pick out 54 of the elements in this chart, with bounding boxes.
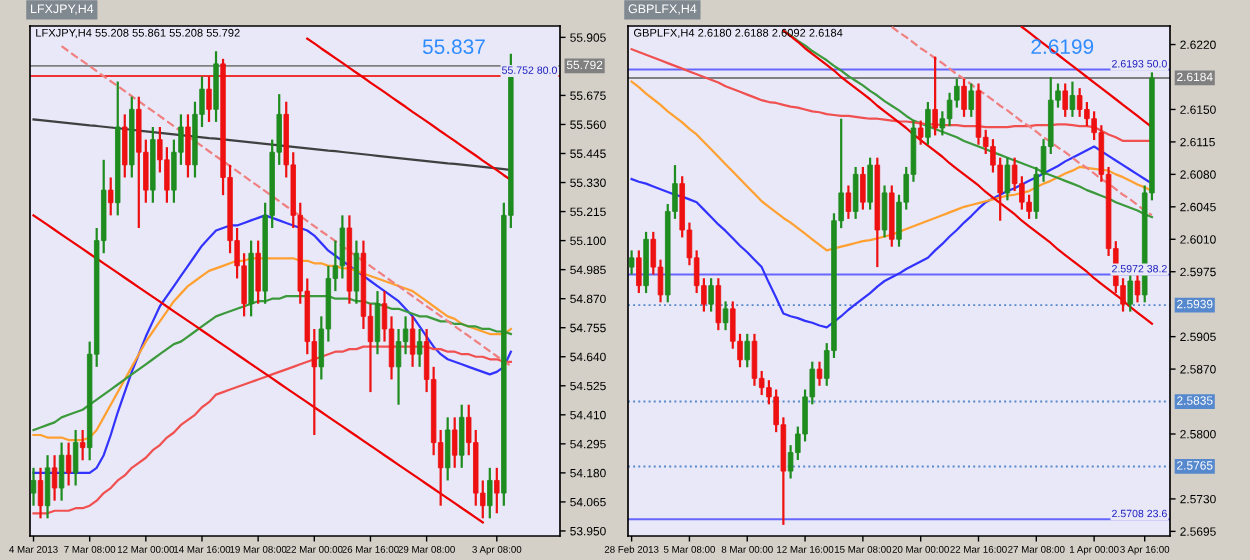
- candlestick: [136, 95, 142, 230]
- candlestick: [744, 332, 751, 369]
- candlestick: [889, 184, 895, 248]
- candlestick: [37, 466, 44, 520]
- candlestick: [353, 239, 360, 305]
- candlestick: [628, 249, 635, 276]
- candlestick: [206, 75, 212, 124]
- line-series: [32, 214, 484, 524]
- candlestick: [72, 428, 79, 487]
- candlestick: [58, 441, 65, 502]
- candlestick: [917, 119, 924, 146]
- candlestick: [722, 300, 729, 332]
- candlestick: [961, 77, 967, 118]
- candlestick: [751, 332, 758, 387]
- candlestick: [213, 50, 219, 124]
- candlestick: [416, 327, 423, 368]
- candlestick: [487, 466, 493, 520]
- candlestick: [715, 277, 722, 332]
- candlestick: [1062, 82, 1068, 118]
- candlestick: [409, 315, 416, 368]
- line-series: [630, 80, 1154, 252]
- candlestick: [1004, 156, 1011, 202]
- candlestick: [636, 249, 642, 295]
- candlestick: [1069, 80, 1076, 118]
- candlestick: [845, 184, 852, 220]
- candlestick: [51, 454, 58, 502]
- candlestick: [708, 277, 714, 313]
- candlestick: [1134, 272, 1141, 304]
- candlestick: [444, 416, 451, 482]
- candlestick: [816, 360, 823, 387]
- candlestick: [494, 466, 500, 515]
- candlestick: [30, 466, 37, 507]
- candlestick: [452, 416, 458, 469]
- candlestick: [185, 113, 191, 179]
- candlestick: [860, 165, 866, 211]
- candlestick: [79, 428, 86, 462]
- candlestick: [459, 403, 465, 469]
- annotation: 55.837: [422, 39, 485, 55]
- candlestick: [255, 239, 261, 305]
- candlestick: [925, 100, 931, 146]
- candlestick: [65, 441, 72, 487]
- candlestick: [122, 113, 128, 179]
- candlestick: [968, 82, 975, 118]
- candlestick: [1076, 87, 1083, 118]
- candlestick: [932, 55, 938, 137]
- candlestick: [867, 156, 873, 211]
- candlestick: [1127, 272, 1134, 313]
- candlestick: [881, 184, 888, 239]
- candlestick: [975, 82, 982, 146]
- candlestick: [643, 230, 649, 295]
- candlestick: [852, 165, 859, 220]
- candlestick: [108, 176, 114, 217]
- candlestick: [374, 289, 381, 356]
- candlestick: [44, 454, 51, 520]
